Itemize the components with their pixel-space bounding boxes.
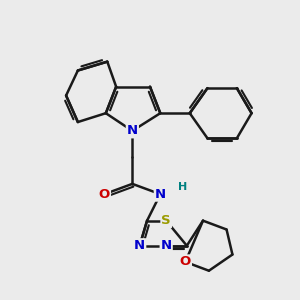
Text: N: N bbox=[155, 188, 166, 201]
Text: S: S bbox=[161, 214, 171, 227]
Text: N: N bbox=[160, 239, 172, 252]
Text: N: N bbox=[127, 124, 138, 137]
Text: O: O bbox=[99, 188, 110, 201]
Text: N: N bbox=[134, 239, 145, 252]
Text: O: O bbox=[180, 255, 191, 268]
Text: H: H bbox=[178, 182, 187, 192]
